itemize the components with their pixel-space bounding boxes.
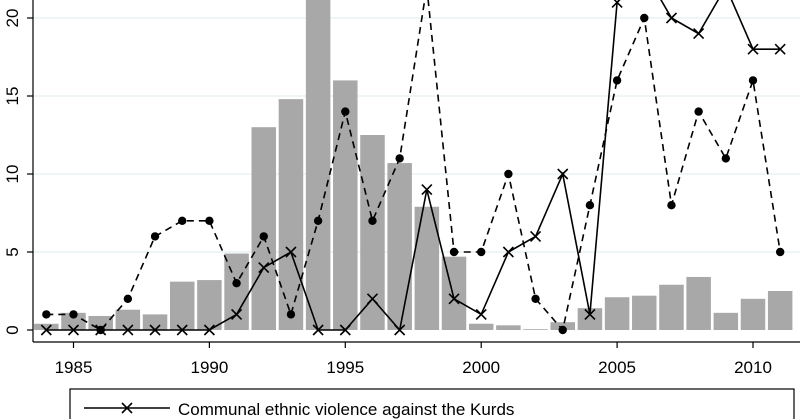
point-s1-1988 bbox=[150, 232, 160, 241]
point-s1-2008 bbox=[694, 107, 703, 116]
series-lines bbox=[40, 0, 786, 336]
y-tick-label-0: 0 bbox=[3, 325, 22, 334]
point-s1-1989 bbox=[178, 216, 187, 225]
bar-1988 bbox=[142, 314, 168, 330]
x-tick-label-1990: 1990 bbox=[190, 358, 228, 377]
bar-2002 bbox=[523, 329, 548, 330]
point-s0-2005 bbox=[611, 0, 623, 8]
legend: Communal ethnic violence against the Kur… bbox=[69, 388, 795, 419]
point-s0-2010 bbox=[747, 43, 759, 55]
point-s0-2000 bbox=[475, 308, 487, 320]
point-s1-2010 bbox=[748, 76, 758, 85]
point-s0-1993 bbox=[285, 246, 297, 258]
bar-2001 bbox=[496, 325, 521, 330]
point-s1-1986 bbox=[96, 325, 105, 335]
point-s0-1998 bbox=[421, 184, 433, 196]
point-s1-2009 bbox=[721, 154, 731, 163]
series-line-1 bbox=[46, 0, 781, 332]
bar-1989 bbox=[169, 281, 195, 330]
point-s0-1987 bbox=[122, 324, 134, 336]
point-s0-1985 bbox=[67, 324, 80, 336]
point-s1-1991 bbox=[232, 279, 241, 288]
point-s0-1999 bbox=[448, 293, 460, 305]
point-s0-1991 bbox=[231, 308, 243, 320]
point-s1-1994 bbox=[313, 216, 323, 225]
point-s0-1992 bbox=[258, 262, 270, 274]
point-s1-1985 bbox=[69, 310, 78, 319]
bars bbox=[34, 0, 793, 331]
point-s1-2004 bbox=[585, 201, 595, 210]
x-tick-label-1985: 1985 bbox=[55, 358, 93, 377]
point-s1-2006 bbox=[640, 13, 649, 23]
bar-1995 bbox=[333, 80, 358, 331]
bar-1997 bbox=[387, 163, 412, 330]
point-s0-1989 bbox=[176, 324, 188, 336]
point-s1-2000 bbox=[477, 247, 486, 257]
bar-1996 bbox=[360, 135, 385, 330]
point-s1-2002 bbox=[531, 294, 540, 303]
bar-2008 bbox=[686, 276, 711, 330]
bar-1992 bbox=[251, 127, 277, 330]
bar-1991 bbox=[224, 253, 249, 330]
point-s0-1990 bbox=[203, 324, 215, 336]
bar-1987 bbox=[115, 309, 141, 330]
bar-2007 bbox=[659, 284, 684, 330]
bar-2000 bbox=[468, 323, 494, 330]
point-s0-2001 bbox=[502, 246, 514, 258]
point-s1-2011 bbox=[775, 247, 785, 257]
bar-2010 bbox=[740, 298, 766, 330]
x-tick-label-2000: 2000 bbox=[462, 358, 500, 377]
bar-1998 bbox=[414, 206, 440, 330]
legend-entry-0: Communal ethnic violence against the Kur… bbox=[178, 400, 514, 419]
legend-box bbox=[69, 388, 795, 419]
bar-2005 bbox=[604, 297, 630, 330]
point-s0-1996 bbox=[366, 293, 379, 305]
y-tick-label-10: 10 bbox=[3, 165, 22, 184]
point-s0-2008 bbox=[693, 28, 705, 40]
bar-1984 bbox=[34, 323, 59, 330]
point-s1-1995 bbox=[341, 107, 350, 116]
point-s0-1994 bbox=[312, 324, 324, 336]
point-s1-2001 bbox=[504, 169, 513, 179]
point-s1-1990 bbox=[205, 216, 214, 225]
bar-2011 bbox=[767, 291, 793, 330]
bar-2004 bbox=[577, 308, 603, 330]
point-s1-1992 bbox=[259, 232, 268, 241]
bar-1985 bbox=[61, 312, 86, 330]
point-s0-2011 bbox=[774, 43, 786, 55]
bar-1994 bbox=[305, 0, 331, 330]
point-s0-2004 bbox=[584, 308, 596, 320]
x-tick-label-2010: 2010 bbox=[734, 358, 772, 377]
point-s0-1988 bbox=[149, 324, 161, 336]
bar-2006 bbox=[632, 295, 657, 330]
y-tick-label-20: 20 bbox=[3, 9, 22, 28]
point-s1-2007 bbox=[667, 201, 676, 210]
x-tick-label-2005: 2005 bbox=[598, 358, 636, 377]
bar-2009 bbox=[713, 312, 739, 330]
x-tick-label-1995: 1995 bbox=[326, 358, 364, 377]
y-tick-label-5: 5 bbox=[3, 247, 22, 256]
point-s1-1993 bbox=[286, 310, 296, 319]
point-s1-1999 bbox=[449, 247, 459, 257]
point-s0-2002 bbox=[529, 230, 542, 242]
point-s0-1995 bbox=[339, 324, 351, 336]
point-s0-1984 bbox=[40, 324, 52, 336]
bar-1990 bbox=[197, 280, 222, 330]
point-s1-1987 bbox=[123, 294, 133, 303]
bar-1993 bbox=[278, 99, 304, 331]
point-s1-1997 bbox=[395, 154, 404, 163]
legend-swatch-marker bbox=[121, 402, 133, 414]
point-s1-2003 bbox=[558, 325, 567, 335]
point-s0-2003 bbox=[557, 168, 569, 180]
series-line-0 bbox=[46, 0, 781, 332]
point-s1-2005 bbox=[612, 76, 622, 85]
point-s1-1996 bbox=[368, 216, 377, 225]
point-s0-1997 bbox=[394, 324, 406, 336]
point-s1-1984 bbox=[42, 310, 51, 319]
y-tick-label-15: 15 bbox=[3, 87, 22, 106]
axes: 0 5 10 15 20 1985 1990 1995 2000 2005 2010 bbox=[3, 0, 800, 377]
point-s0-2007 bbox=[665, 12, 678, 24]
